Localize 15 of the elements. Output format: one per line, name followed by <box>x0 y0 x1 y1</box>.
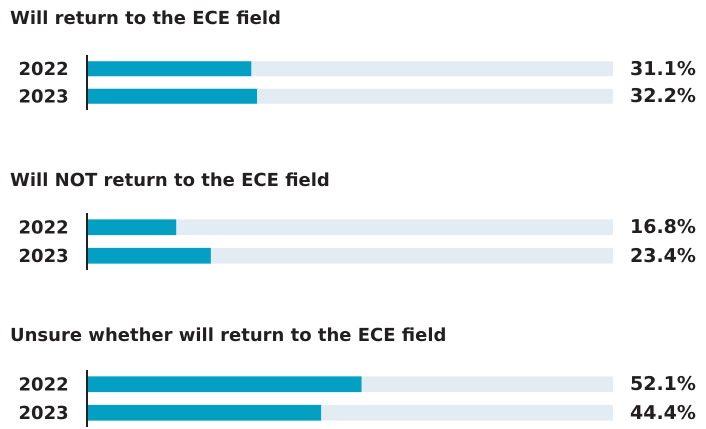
data-label: 32.2% <box>630 85 696 107</box>
y-tick-label: 2022 <box>18 218 69 239</box>
data-label: 44.4% <box>630 402 696 424</box>
y-tick-label: 2023 <box>18 246 69 268</box>
y-tick-label: 2023 <box>18 403 69 424</box>
data-label: 31.1% <box>630 58 696 80</box>
y-tick-label: 2022 <box>18 59 69 80</box>
y-tick-label: 2022 <box>18 374 69 396</box>
data-label: 16.8% <box>630 216 696 238</box>
chart-title: Unsure whether will return to the ECE field <box>10 325 446 346</box>
data-label: 52.1% <box>630 373 696 395</box>
chart-title: Will NOT return to the ECE field <box>10 170 330 191</box>
y-tick-label: 2023 <box>18 86 69 108</box>
data-label: 23.4% <box>630 245 696 267</box>
chart-title: Will return to the ECE field <box>10 8 281 29</box>
